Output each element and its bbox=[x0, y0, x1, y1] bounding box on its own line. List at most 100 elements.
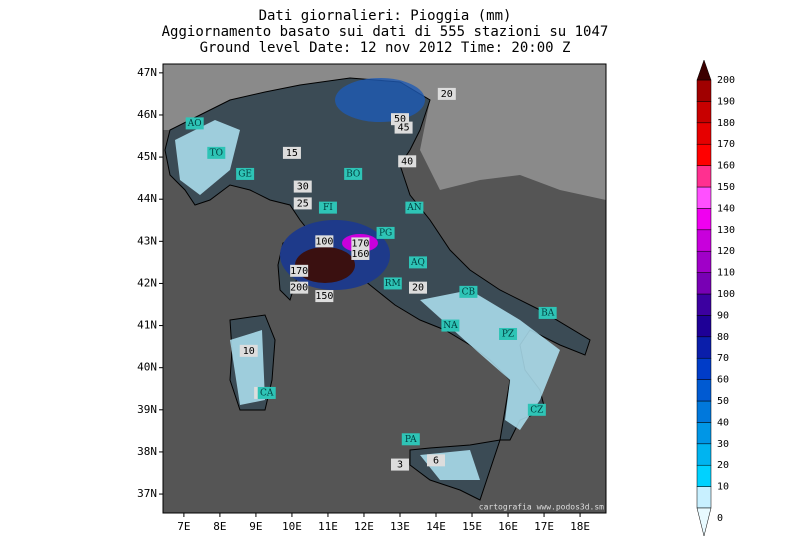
colorbar-band bbox=[696, 143, 712, 166]
colorbar-band bbox=[696, 443, 712, 466]
city-box bbox=[376, 226, 395, 239]
colorbar-label: 170 bbox=[717, 139, 735, 150]
colorbar-label: 90 bbox=[717, 310, 729, 321]
colorbar-band bbox=[696, 250, 712, 273]
colorbar-band bbox=[696, 400, 712, 423]
city-box bbox=[405, 201, 424, 214]
contour-label: 20 bbox=[441, 89, 453, 100]
contour-label: 170 bbox=[290, 266, 308, 277]
contour-label: 6 bbox=[433, 455, 439, 466]
contour-label-box bbox=[239, 344, 258, 357]
x-tick-label: 15E bbox=[462, 520, 482, 533]
colorbar-band bbox=[696, 315, 712, 338]
y-tick-label: 39N bbox=[137, 403, 157, 416]
contour-label: 20 bbox=[412, 283, 424, 294]
contour-label-box bbox=[293, 197, 312, 210]
city-label: RM bbox=[385, 279, 401, 289]
city-box bbox=[207, 146, 226, 159]
colorbar-label: 110 bbox=[717, 268, 735, 279]
axes: 7E 8E 9E 10E 11E 12E 13E 14E 15E 16E 17E 18E 37N 38N 3… bbox=[137, 66, 590, 533]
x-tick-label: 9E bbox=[249, 520, 262, 533]
contour-label-box bbox=[293, 180, 312, 193]
city-label: NA bbox=[443, 321, 458, 331]
colorbar-band bbox=[696, 486, 712, 509]
x-tick-label: 13E bbox=[390, 520, 410, 533]
x-tick-label: 12E bbox=[354, 520, 374, 533]
city-box bbox=[318, 201, 337, 214]
city-box bbox=[383, 277, 402, 290]
contour-label-box bbox=[315, 290, 334, 303]
colorbar-label: 70 bbox=[717, 353, 729, 364]
contour-label: 45 bbox=[398, 123, 410, 134]
colorbar-label: 20 bbox=[717, 460, 729, 471]
city-box bbox=[459, 285, 478, 298]
colorbar-label: 30 bbox=[717, 439, 729, 450]
contour-label-box bbox=[282, 146, 301, 159]
y-tick-label: 37N bbox=[137, 487, 157, 500]
x-tick-label: 11E bbox=[318, 520, 338, 533]
colorbar-label: 200 bbox=[717, 75, 735, 86]
contour-label: 150 bbox=[315, 291, 333, 302]
city-label: PZ bbox=[502, 329, 514, 339]
contour-label: 25 bbox=[297, 198, 309, 209]
colorbar: 0 10 20 30 40 50 60 70 80 90 100 110 120 130 140 150 160… bbox=[696, 59, 735, 537]
y-tick-label: 43N bbox=[137, 234, 157, 247]
y-tick-label: 42N bbox=[137, 276, 157, 289]
city-box bbox=[344, 167, 363, 180]
contour-label-box bbox=[398, 155, 417, 168]
contour-label: 50 bbox=[394, 114, 406, 125]
city-label: AQ bbox=[410, 258, 425, 268]
colorbar-band bbox=[696, 357, 712, 380]
colorbar-label: 150 bbox=[717, 182, 735, 193]
city-box bbox=[401, 433, 420, 446]
colorbar-label: 40 bbox=[717, 417, 729, 428]
y-tick-label: 38N bbox=[137, 445, 157, 458]
colorbar-label: 50 bbox=[717, 396, 729, 407]
contour-label-box bbox=[394, 121, 413, 134]
colorbar-label: 190 bbox=[717, 96, 735, 107]
heavy-rain bbox=[295, 247, 355, 283]
city-box bbox=[185, 117, 204, 130]
contour-label: 160 bbox=[351, 249, 369, 260]
city-box bbox=[441, 319, 460, 332]
map-frame bbox=[162, 63, 607, 514]
colorbar-label: 130 bbox=[717, 225, 735, 236]
colorbar-label: 160 bbox=[717, 161, 735, 172]
x-tick-label: 8E bbox=[213, 520, 226, 533]
city-label: CZ bbox=[530, 405, 543, 415]
y-tick-label: 46N bbox=[137, 108, 157, 121]
colorbar-band bbox=[696, 186, 712, 209]
colorbar-label: 100 bbox=[717, 289, 735, 300]
contour-label: 200 bbox=[290, 283, 308, 294]
map-area: 200170150160170100504540302520201510536 … bbox=[162, 63, 607, 514]
contour-label-box bbox=[315, 235, 334, 248]
city-box bbox=[408, 256, 427, 269]
x-tick-label: 7E bbox=[177, 520, 190, 533]
credit: cartografia www.podos3d.sm bbox=[479, 503, 604, 512]
city-box bbox=[499, 327, 518, 340]
colorbar-over bbox=[696, 59, 712, 81]
colorbar-band bbox=[696, 379, 712, 402]
colorbar-band bbox=[696, 101, 712, 124]
contour-label-box bbox=[351, 247, 370, 260]
colorbar-label: 180 bbox=[717, 118, 735, 129]
city-label: TO bbox=[210, 148, 223, 158]
colorbar-label: 0 bbox=[717, 513, 723, 524]
contour-label-box bbox=[290, 281, 309, 294]
y-tick-label: 44N bbox=[137, 192, 157, 205]
contour-label-box bbox=[437, 87, 456, 100]
contour-label: 40 bbox=[401, 156, 413, 167]
y-tick-label: 47N bbox=[137, 66, 157, 79]
colorbar-band bbox=[696, 272, 712, 295]
contour-label: 15 bbox=[286, 148, 298, 159]
colorbar-band bbox=[696, 464, 712, 487]
colorbar-label: 60 bbox=[717, 375, 729, 386]
city-label: BA bbox=[541, 308, 555, 318]
contour-label: 10 bbox=[243, 346, 255, 357]
x-tick-label: 17E bbox=[534, 520, 554, 533]
x-tick-label: 10E bbox=[282, 520, 302, 533]
colorbar-label: 120 bbox=[717, 246, 735, 257]
colorbar-band bbox=[696, 293, 712, 316]
city-box bbox=[257, 386, 276, 399]
